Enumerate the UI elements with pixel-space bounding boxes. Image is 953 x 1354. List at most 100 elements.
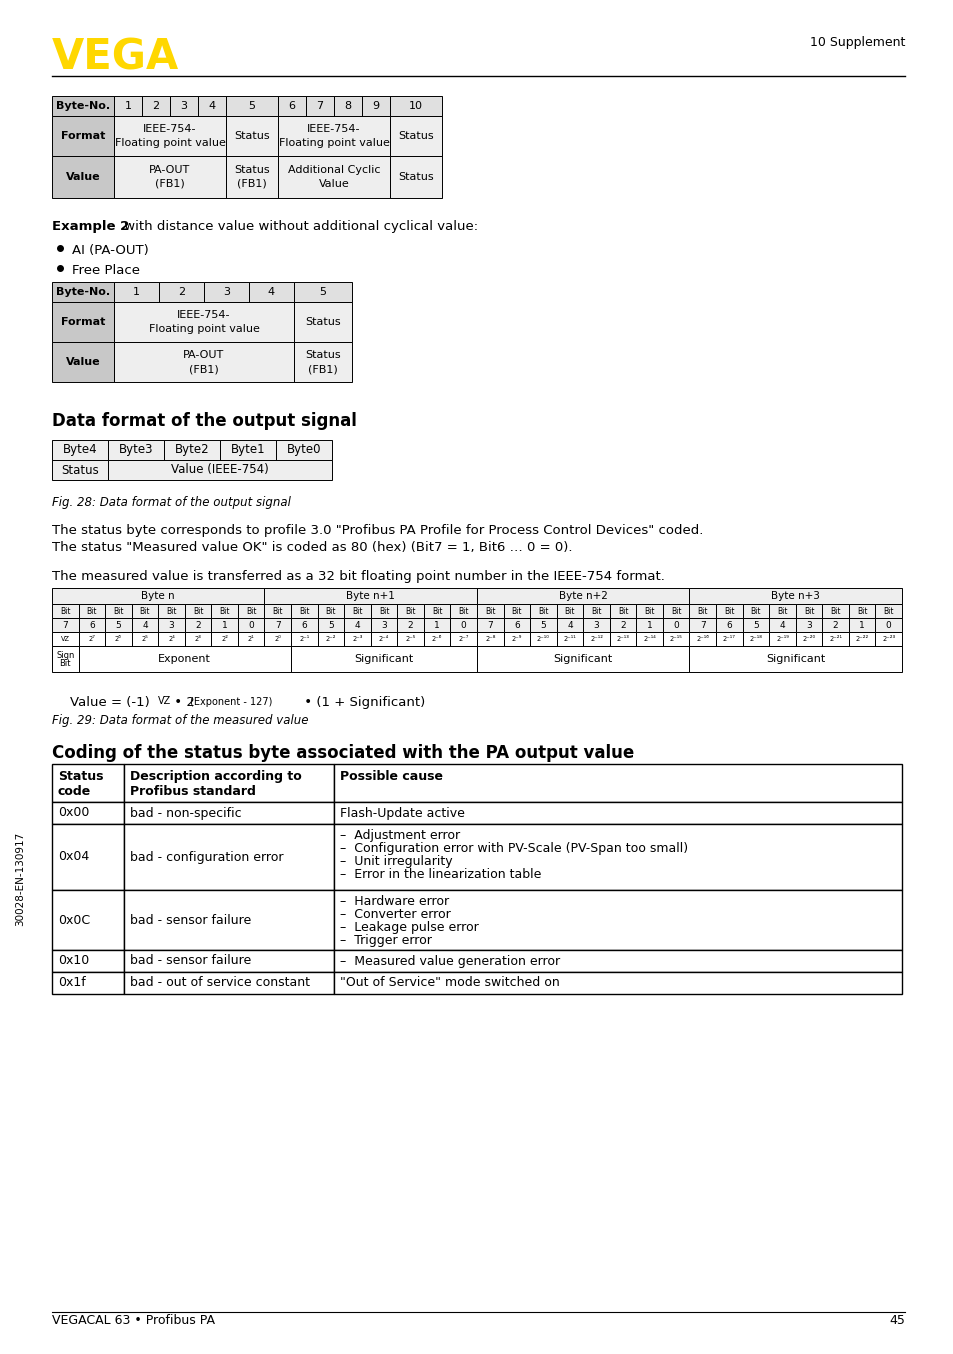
Text: 2: 2 bbox=[407, 620, 413, 630]
Text: 7: 7 bbox=[274, 620, 280, 630]
Text: 6: 6 bbox=[288, 102, 295, 111]
Text: 30028-EN-130917: 30028-EN-130917 bbox=[15, 831, 25, 926]
Text: Exponent: Exponent bbox=[158, 654, 211, 663]
Text: Status: Status bbox=[58, 770, 103, 783]
Text: 2⁻²⁰: 2⁻²⁰ bbox=[801, 636, 815, 642]
Text: Significant: Significant bbox=[354, 654, 414, 663]
Text: 2⁻⁹: 2⁻⁹ bbox=[511, 636, 521, 642]
Text: Data format of the output signal: Data format of the output signal bbox=[52, 412, 356, 431]
Text: Bit: Bit bbox=[458, 607, 469, 616]
Text: –  Trigger error: – Trigger error bbox=[339, 934, 432, 946]
Bar bbox=[848, 604, 875, 617]
Bar bbox=[52, 890, 124, 951]
Bar bbox=[582, 617, 609, 632]
Bar bbox=[361, 96, 390, 116]
Bar bbox=[334, 96, 361, 116]
Text: 2⁻⁴: 2⁻⁴ bbox=[378, 636, 389, 642]
Bar bbox=[423, 604, 450, 617]
Text: Byte3: Byte3 bbox=[118, 444, 153, 456]
Bar bbox=[78, 632, 105, 646]
Text: 5: 5 bbox=[540, 620, 546, 630]
Text: 0x10: 0x10 bbox=[58, 955, 90, 968]
Text: –  Measured value generation error: – Measured value generation error bbox=[339, 955, 559, 968]
Text: Fig. 28: Data format of the output signal: Fig. 28: Data format of the output signa… bbox=[52, 496, 291, 509]
Text: Format: Format bbox=[61, 317, 105, 328]
Text: 3: 3 bbox=[805, 620, 811, 630]
Bar bbox=[159, 282, 204, 302]
Bar bbox=[78, 617, 105, 632]
Text: 7: 7 bbox=[487, 620, 493, 630]
Text: 7: 7 bbox=[316, 102, 323, 111]
Bar bbox=[78, 604, 105, 617]
Bar bbox=[264, 632, 291, 646]
Text: Byte n+3: Byte n+3 bbox=[771, 590, 820, 601]
Bar bbox=[371, 617, 396, 632]
Bar bbox=[170, 96, 198, 116]
Bar bbox=[423, 617, 450, 632]
Bar bbox=[689, 604, 716, 617]
Bar bbox=[264, 588, 476, 604]
Text: Value: Value bbox=[66, 172, 100, 181]
Text: 5: 5 bbox=[248, 102, 255, 111]
Text: –  Leakage pulse error: – Leakage pulse error bbox=[339, 921, 478, 934]
Bar bbox=[716, 632, 741, 646]
Bar bbox=[609, 632, 636, 646]
Text: VZ: VZ bbox=[61, 636, 70, 642]
Bar bbox=[795, 632, 821, 646]
Text: 2: 2 bbox=[832, 620, 838, 630]
Bar bbox=[264, 604, 291, 617]
Bar bbox=[390, 116, 441, 156]
Bar bbox=[108, 460, 332, 481]
Bar bbox=[450, 632, 476, 646]
Bar bbox=[821, 632, 848, 646]
Bar bbox=[142, 96, 170, 116]
Text: 0x1f: 0x1f bbox=[58, 976, 86, 990]
Bar bbox=[530, 604, 557, 617]
Text: 1: 1 bbox=[221, 620, 228, 630]
Bar bbox=[768, 617, 795, 632]
Bar bbox=[390, 156, 441, 198]
Bar bbox=[317, 632, 344, 646]
Bar bbox=[277, 96, 306, 116]
Bar bbox=[662, 604, 689, 617]
Text: IEEE-754-: IEEE-754- bbox=[177, 310, 231, 320]
Text: Value: Value bbox=[66, 357, 100, 367]
Text: Value = (-1): Value = (-1) bbox=[70, 696, 150, 709]
Text: Floating point value: Floating point value bbox=[149, 324, 259, 334]
Bar bbox=[344, 604, 371, 617]
Text: Bit: Bit bbox=[829, 607, 840, 616]
Bar bbox=[264, 617, 291, 632]
Text: The measured value is transferred as a 32 bit floating point number in the IEEE-: The measured value is transferred as a 3… bbox=[52, 570, 664, 584]
Bar bbox=[741, 604, 768, 617]
Bar bbox=[450, 604, 476, 617]
Text: Byte4: Byte4 bbox=[63, 444, 97, 456]
Bar bbox=[582, 632, 609, 646]
Text: Flash-Update active: Flash-Update active bbox=[339, 807, 464, 819]
Bar bbox=[609, 617, 636, 632]
Bar bbox=[52, 116, 113, 156]
Text: Byte n+2: Byte n+2 bbox=[558, 590, 607, 601]
Text: Fig. 29: Data format of the measured value: Fig. 29: Data format of the measured val… bbox=[52, 714, 308, 727]
Text: 0: 0 bbox=[673, 620, 679, 630]
Bar bbox=[741, 617, 768, 632]
Bar bbox=[226, 156, 277, 198]
Text: –  Converter error: – Converter error bbox=[339, 909, 450, 921]
Text: 0: 0 bbox=[460, 620, 466, 630]
Bar bbox=[226, 116, 277, 156]
Text: 5: 5 bbox=[328, 620, 334, 630]
Text: 3: 3 bbox=[169, 620, 174, 630]
Text: Status: Status bbox=[233, 131, 270, 141]
Bar bbox=[291, 646, 476, 672]
Text: Byte n+1: Byte n+1 bbox=[346, 590, 395, 601]
Bar bbox=[132, 632, 158, 646]
Text: Additional Cyclic: Additional Cyclic bbox=[288, 165, 380, 175]
Text: 9: 9 bbox=[372, 102, 379, 111]
Text: Bit: Bit bbox=[299, 607, 310, 616]
Bar bbox=[237, 632, 264, 646]
Bar bbox=[317, 617, 344, 632]
Text: 2⁻⁵: 2⁻⁵ bbox=[405, 636, 416, 642]
Text: The status "Measured value OK" is coded as 80 (hex) (Bit7 = 1, Bit6 … 0 = 0).: The status "Measured value OK" is coded … bbox=[52, 542, 572, 554]
Text: 2⁻¹: 2⁻¹ bbox=[299, 636, 309, 642]
Bar bbox=[113, 96, 142, 116]
Text: 4: 4 bbox=[142, 620, 148, 630]
